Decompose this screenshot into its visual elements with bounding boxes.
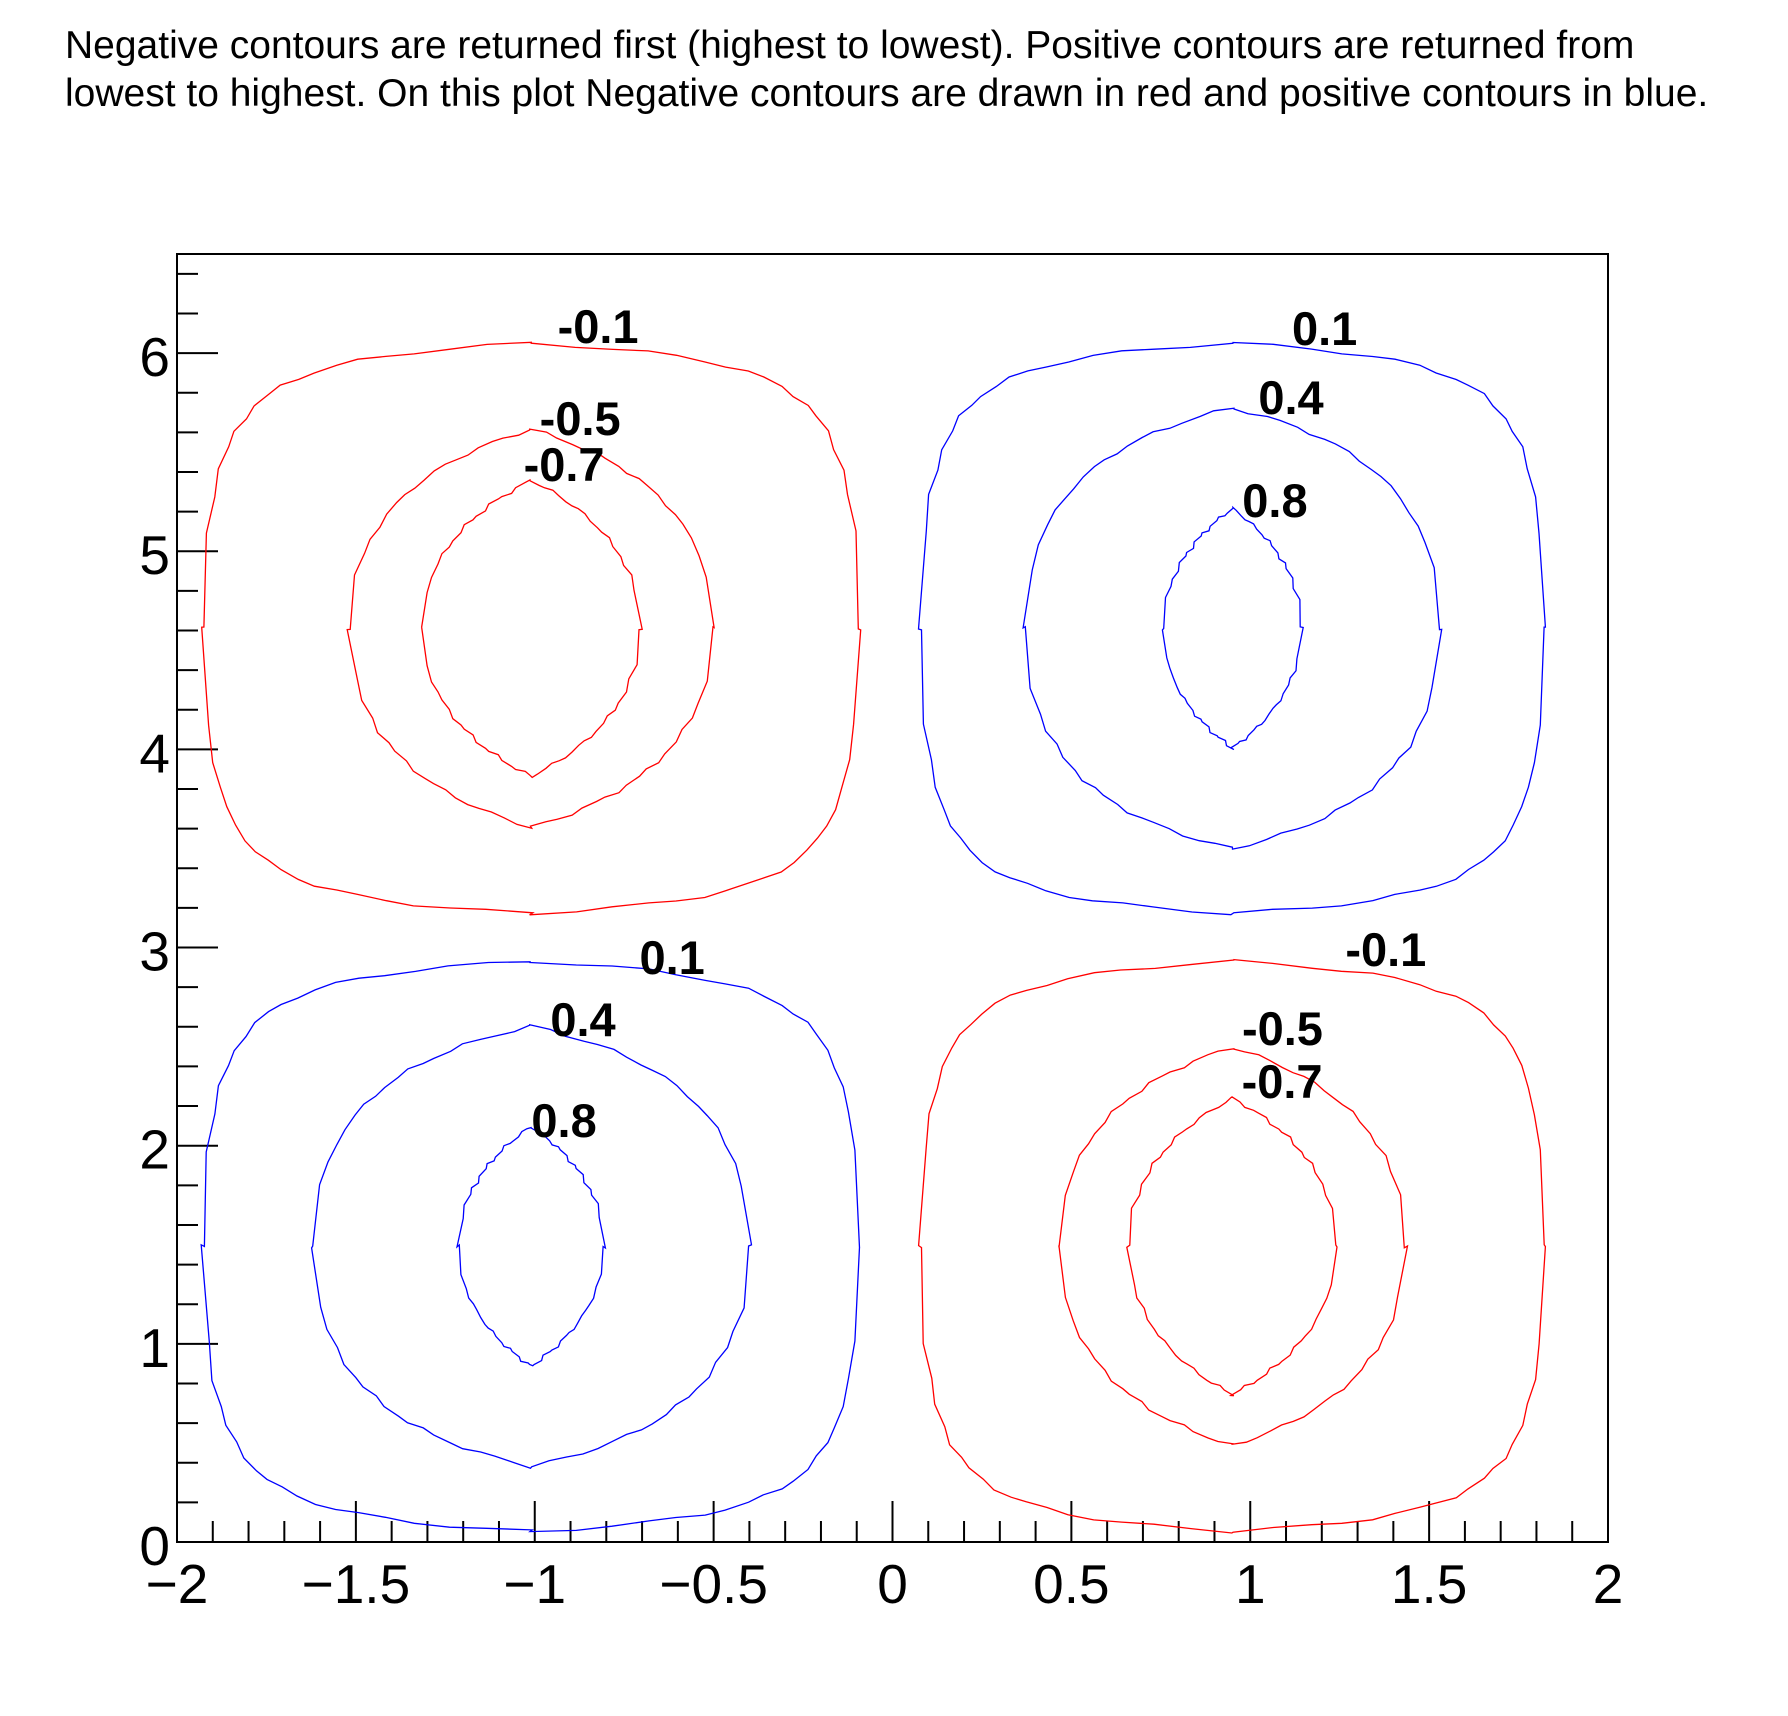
y-tick-label: 5 bbox=[139, 524, 170, 586]
contour-label: -0.5 bbox=[1242, 1002, 1323, 1055]
x-tick-label: 0.5 bbox=[1033, 1553, 1109, 1615]
plot-title-line-1: Negative contours are returned first (hi… bbox=[65, 24, 1635, 67]
contour-line-top-right-0.1 bbox=[917, 341, 1547, 916]
contour-label: -0.1 bbox=[1345, 923, 1426, 976]
plot-title-line-2: lowest to highest. On this plot Negative… bbox=[65, 72, 1709, 115]
contour-line-bottom-left-0.1 bbox=[200, 961, 861, 1533]
x-tick-label: 1.5 bbox=[1391, 1553, 1467, 1615]
x-tick-label: 0 bbox=[877, 1553, 908, 1615]
contour-label: 0.8 bbox=[1242, 474, 1307, 527]
x-tick-label: −1 bbox=[503, 1553, 566, 1615]
contour-line-bottom-right--0.1 bbox=[917, 958, 1547, 1534]
plot-title: Negative contours are returned first (hi… bbox=[65, 22, 1708, 118]
y-tick-label: 2 bbox=[139, 1119, 170, 1181]
y-tick-label: 6 bbox=[139, 326, 170, 388]
contour-line-top-left--0.1 bbox=[201, 341, 862, 916]
contour-line-top-left--0.7 bbox=[420, 478, 643, 779]
x-tick-label: −1.5 bbox=[302, 1553, 411, 1615]
contour-line-top-right-0.4 bbox=[1022, 407, 1443, 850]
contour-label: 0.1 bbox=[1292, 302, 1357, 355]
y-tick-label: 4 bbox=[139, 722, 170, 784]
contour-line-bottom-left-0.4 bbox=[310, 1023, 753, 1469]
contour-label: -0.7 bbox=[1242, 1055, 1323, 1108]
contour-line-bottom-left-0.8 bbox=[455, 1126, 607, 1367]
x-tick-label: −2 bbox=[146, 1553, 209, 1615]
contour-label: -0.7 bbox=[524, 438, 605, 491]
contour-label: 0.1 bbox=[639, 931, 704, 984]
y-tick-label: 3 bbox=[139, 921, 170, 983]
contour-line-top-right-0.8 bbox=[1161, 505, 1304, 751]
plot-frame bbox=[176, 253, 1609, 1543]
x-tick-label: 2 bbox=[1593, 1553, 1624, 1615]
contour-label: -0.1 bbox=[558, 300, 639, 353]
x-tick-label: −0.5 bbox=[659, 1553, 768, 1615]
y-tick-label: 1 bbox=[139, 1317, 170, 1379]
contour-label: 0.4 bbox=[1258, 371, 1323, 424]
x-tick-label: 1 bbox=[1235, 1553, 1266, 1615]
contour-line-bottom-right--0.7 bbox=[1126, 1096, 1338, 1397]
contour-label: 0.8 bbox=[531, 1094, 596, 1147]
contour-line-bottom-right--0.5 bbox=[1058, 1047, 1409, 1446]
y-tick-label: 0 bbox=[139, 1515, 170, 1577]
contour-line-top-left--0.5 bbox=[346, 428, 715, 830]
contour-label: 0.4 bbox=[550, 993, 615, 1046]
contour-label: -0.5 bbox=[540, 392, 621, 445]
